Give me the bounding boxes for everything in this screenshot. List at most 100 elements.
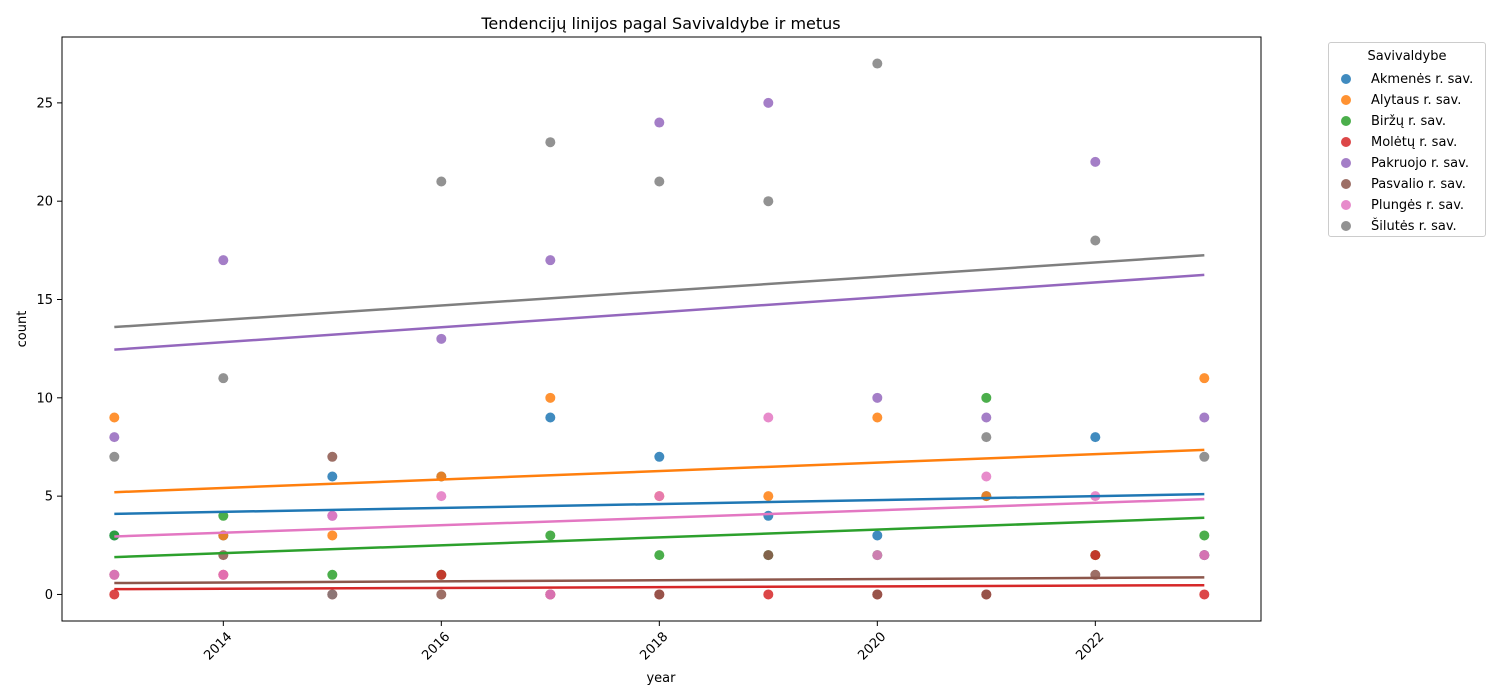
y-tick-label: 10 — [36, 391, 53, 406]
data-point-silutes-r-sav — [545, 137, 556, 148]
data-point-pasvalio-r-sav — [763, 550, 774, 561]
legend-item-birzu-r-sav: Biržų r. sav. — [1341, 112, 1446, 130]
data-point-pasvalio-r-sav — [327, 451, 338, 462]
data-point-akmenes-r-sav — [1090, 432, 1101, 443]
data-point-akmenes-r-sav — [327, 471, 338, 482]
data-point-moletu-r-sav — [436, 569, 447, 580]
data-point-pakruojo-r-sav — [1090, 156, 1101, 167]
legend-label: Molėtų r. sav. — [1371, 134, 1458, 150]
legend-label: Akmenės r. sav. — [1371, 71, 1474, 87]
legend-marker — [1341, 116, 1351, 126]
data-point-silutes-r-sav — [654, 176, 665, 187]
y-tick-label: 15 — [36, 293, 53, 308]
trend-line-birzu-r-sav — [114, 516, 1205, 559]
legend-label: Biržų r. sav. — [1371, 113, 1447, 129]
data-point-pakruojo-r-sav — [218, 255, 229, 266]
data-point-moletu-r-sav — [1090, 550, 1101, 561]
legend-label: Šilutės r. sav. — [1371, 218, 1457, 234]
data-point-birzu-r-sav — [327, 569, 338, 580]
trend-line-akmenes-r-sav — [114, 492, 1205, 516]
legend-marker — [1341, 200, 1351, 210]
data-point-pakruojo-r-sav — [654, 117, 665, 128]
legend-marker — [1341, 74, 1351, 84]
legend-title: Savivaldybe — [1367, 49, 1447, 64]
legend-marker — [1341, 158, 1351, 168]
data-point-silutes-r-sav — [436, 176, 447, 187]
legend-marker — [1341, 179, 1351, 189]
plot-frame — [61, 36, 1262, 622]
trend-line-pasvalio-r-sav — [114, 576, 1205, 585]
legend-label: Pakruojo r. sav. — [1371, 155, 1469, 171]
data-point-moletu-r-sav — [763, 589, 774, 600]
data-point-akmenes-r-sav — [872, 530, 883, 541]
data-point-alytaus-r-sav — [1199, 373, 1210, 384]
data-point-alytaus-r-sav — [763, 491, 774, 502]
y-tick-label: 0 — [45, 588, 53, 603]
data-point-alytaus-r-sav — [872, 412, 883, 423]
data-point-moletu-r-sav — [109, 589, 120, 600]
trend-line-alytaus-r-sav — [114, 448, 1205, 494]
x-axis-ticks: 2014 2016 2018 2020 2022 — [201, 621, 1107, 663]
data-point-pasvalio-r-sav — [436, 589, 447, 600]
trend-lines — [114, 254, 1205, 591]
legend-label: Alytaus r. sav. — [1371, 92, 1462, 108]
data-point-plunges-r-sav — [763, 412, 774, 423]
x-tick-label: 2022 — [1073, 629, 1107, 663]
y-tick-label: 20 — [36, 195, 53, 210]
data-point-plunges-r-sav — [327, 510, 338, 521]
data-point-alytaus-r-sav — [327, 530, 338, 541]
data-point-birzu-r-sav — [545, 530, 556, 541]
x-tick-label: 2018 — [637, 629, 671, 663]
data-point-pasvalio-r-sav — [218, 550, 229, 561]
data-point-plunges-r-sav — [872, 550, 883, 561]
legend-item-moletu-r-sav: Molėtų r. sav. — [1341, 133, 1457, 151]
data-point-plunges-r-sav — [109, 569, 120, 580]
legend-item-pasvalio-r-sav: Pasvalio r. sav. — [1341, 175, 1466, 193]
legend-label: Pasvalio r. sav. — [1371, 176, 1466, 192]
data-point-plunges-r-sav — [654, 491, 665, 502]
legend-item-alytaus-r-sav: Alytaus r. sav. — [1341, 91, 1461, 109]
data-point-silutes-r-sav — [327, 589, 338, 600]
legend-marker — [1341, 95, 1351, 105]
x-tick-label: 2016 — [419, 629, 453, 663]
data-point-birzu-r-sav — [218, 510, 229, 521]
trend-line-moletu-r-sav — [114, 583, 1205, 591]
x-tick-label: 2020 — [855, 629, 889, 663]
data-point-birzu-r-sav — [1199, 530, 1210, 541]
data-point-silutes-r-sav — [1199, 451, 1210, 462]
data-point-pakruojo-r-sav — [545, 255, 556, 266]
x-axis-label: year — [646, 671, 676, 686]
legend-label: Plungės r. sav. — [1371, 197, 1465, 213]
y-axis-label: count — [15, 311, 30, 348]
legend: Savivaldybe Akmenės r. sav. Alytaus r. sa… — [1328, 42, 1486, 237]
data-point-silutes-r-sav — [981, 432, 992, 443]
data-point-silutes-r-sav — [872, 58, 883, 69]
data-point-plunges-r-sav — [218, 569, 229, 580]
trend-line-silutes-r-sav — [114, 254, 1205, 329]
data-point-silutes-r-sav — [1090, 235, 1101, 246]
data-point-moletu-r-sav — [1199, 589, 1210, 600]
data-point-silutes-r-sav — [218, 373, 229, 384]
chart-title: Tendencijų linijos pagal Savivaldybe ir … — [480, 14, 840, 33]
data-point-pasvalio-r-sav — [872, 589, 883, 600]
legend-item-silutes-r-sav: Šilutės r. sav. — [1341, 217, 1457, 235]
data-point-pakruojo-r-sav — [872, 392, 883, 403]
data-point-akmenes-r-sav — [763, 510, 774, 521]
legend-item-pakruojo-r-sav: Pakruojo r. sav. — [1341, 154, 1469, 172]
y-tick-label: 25 — [36, 96, 53, 111]
data-point-pakruojo-r-sav — [436, 333, 447, 344]
data-point-pakruojo-r-sav — [109, 432, 120, 443]
data-point-pakruojo-r-sav — [981, 412, 992, 423]
x-tick-label: 2014 — [201, 629, 235, 663]
data-point-silutes-r-sav — [109, 451, 120, 462]
legend-marker — [1341, 221, 1351, 231]
legend-item-akmenes-r-sav: Akmenės r. sav. — [1341, 70, 1473, 88]
data-point-akmenes-r-sav — [545, 412, 556, 423]
data-point-alytaus-r-sav — [981, 491, 992, 502]
data-point-alytaus-r-sav — [109, 412, 120, 423]
data-point-plunges-r-sav — [981, 471, 992, 482]
data-point-birzu-r-sav — [654, 550, 665, 561]
y-axis-ticks: 0 5 10 15 20 25 — [36, 96, 62, 603]
legend-marker — [1341, 137, 1351, 147]
